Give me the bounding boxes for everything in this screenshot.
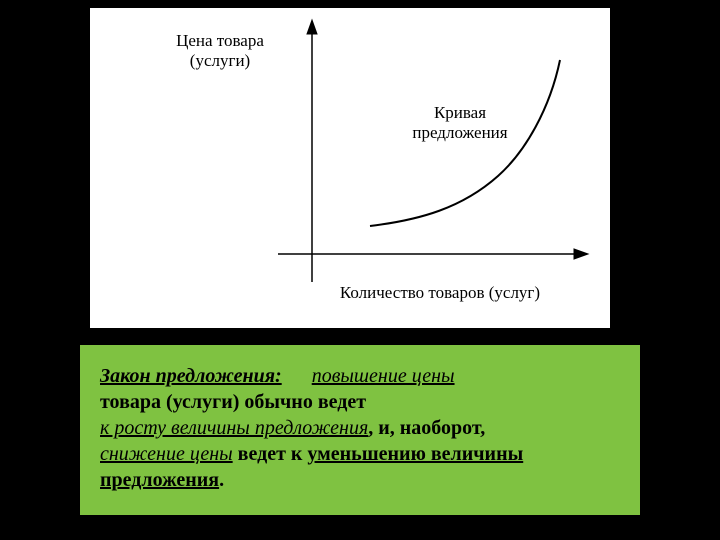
x-axis-arrow (574, 249, 588, 259)
law-text: Закон предложения: повышение цены товара… (100, 363, 620, 493)
law-frag-qty-increase: к росту величины предложения (100, 417, 368, 439)
law-title: Закон предложения: (100, 365, 282, 387)
law-frag-9: . (219, 469, 224, 491)
curve-label-2: предложения (412, 123, 507, 142)
law-frag-price-increase: повышение цены (312, 365, 455, 387)
curve-label-1: Кривая (434, 103, 486, 122)
law-frag-7: ведет к (233, 443, 308, 465)
y-axis-label-1: Цена товара (176, 31, 264, 50)
law-frag-price-decrease: снижение цены (100, 443, 233, 465)
supply-curve (370, 60, 560, 226)
law-of-supply-panel: Закон предложения: повышение цены товара… (80, 345, 640, 515)
law-frag-5: , и, наоборот, (368, 417, 485, 439)
x-axis-label: Количество товаров (услуг) (340, 283, 540, 302)
chart-svg: Цена товара (услуги) Кривая предложения … (90, 8, 610, 328)
y-axis-arrow (307, 20, 317, 34)
supply-curve-chart: Цена товара (услуги) Кривая предложения … (90, 8, 610, 328)
y-axis-label-2: (услуги) (190, 51, 250, 70)
law-frag-3: товара (услуги) обычно ведет (100, 391, 366, 413)
